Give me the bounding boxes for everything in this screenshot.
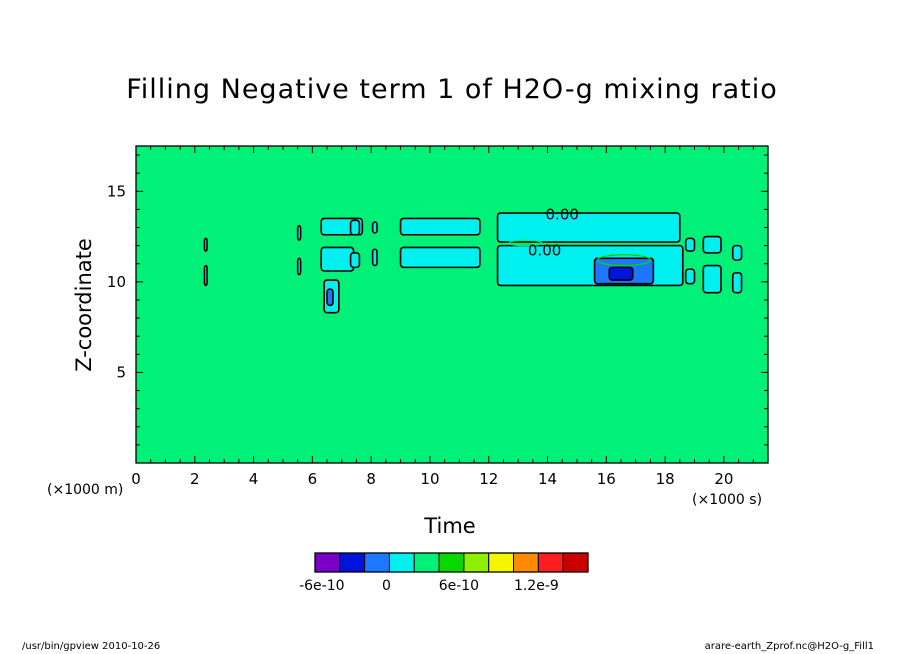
negative-region-10: [371, 221, 378, 234]
colorbar-swatch-1: [339, 552, 366, 573]
x-tick-label: 0: [131, 470, 141, 488]
plot-background: [136, 146, 768, 463]
colorbar-label-2: 6e-10: [439, 578, 479, 594]
negative-region-8: [349, 219, 361, 236]
negative-region-14: [496, 212, 681, 243]
chart-title: Filling Negative term 1 of H2O-g mixing …: [126, 74, 778, 105]
positive-contour-1: [596, 254, 652, 267]
colorbar-swatch-3: [388, 552, 415, 573]
plot-frame: [135, 145, 769, 464]
colorbar-label-1: 0: [382, 578, 391, 594]
negative-region-5: [320, 246, 355, 272]
contour-label-1: 0.00: [528, 242, 561, 260]
colorbar-swatch-7: [488, 552, 515, 573]
x-tick-label: 2: [190, 470, 200, 488]
y-tick-label: 15: [107, 182, 126, 200]
x-tick-label: 18: [656, 470, 675, 488]
negative-region-23: [731, 271, 743, 294]
colorbar-swatch-9: [537, 552, 564, 573]
contour-label-0: 0.00: [546, 205, 579, 223]
negative-region-11: [371, 248, 378, 267]
colorbar-swatch-0: [314, 552, 341, 573]
negative-region-15: [496, 244, 684, 287]
y-scale-label: (×1000 m): [47, 482, 124, 498]
x-scale-label: (×1000 s): [692, 492, 763, 508]
x-tick-label: 8: [366, 470, 376, 488]
negative-region-13: [399, 246, 481, 269]
x-tick-label: 14: [538, 470, 557, 488]
colorbar-label-0: -6e-10: [299, 578, 344, 594]
x-tick-label: 6: [308, 470, 318, 488]
colorbar-swatch-8: [513, 552, 539, 573]
y-axis-label: Z-coordinate: [72, 238, 96, 372]
footer-source: arare-earth_Zprof.nc@H2O-g_Fill1: [704, 641, 874, 652]
colorbar-frame: [314, 552, 589, 573]
negative-region-18: [684, 237, 696, 252]
colorbar-swatch-6: [463, 552, 490, 573]
x-tick-label: 20: [714, 470, 733, 488]
negative-region-0: [203, 237, 208, 252]
colorbar-label-3: 1.2e-9: [514, 578, 559, 594]
colorbar-swatch-4: [413, 552, 440, 573]
negative-region-3: [296, 257, 302, 276]
y-tick-label: 10: [107, 273, 126, 291]
x-tick-label: 12: [479, 470, 498, 488]
colorbar-swatch-5: [438, 552, 465, 573]
negative-region-17: [608, 266, 634, 281]
x-tick-label: 10: [420, 470, 439, 488]
negative-region-22: [731, 244, 743, 261]
negative-region-12: [399, 217, 481, 236]
negative-region-21: [702, 264, 722, 294]
colorbar-swatch-2: [364, 552, 390, 573]
negative-region-7: [326, 288, 334, 307]
x-tick-label: 16: [597, 470, 616, 488]
positive-contour-0: [508, 239, 543, 247]
negative-region-9: [349, 252, 361, 269]
negative-region-19: [684, 268, 696, 285]
footer-command: /usr/bin/gpview 2010-10-26: [22, 641, 161, 652]
colorbar-swatch-10: [562, 552, 589, 573]
negative-region-2: [296, 224, 302, 241]
x-tick-label: 4: [249, 470, 259, 488]
y-tick-label: 5: [116, 363, 126, 381]
x-axis-label: Time: [424, 514, 476, 538]
negative-region-1: [203, 264, 208, 287]
negative-region-20: [702, 235, 722, 254]
